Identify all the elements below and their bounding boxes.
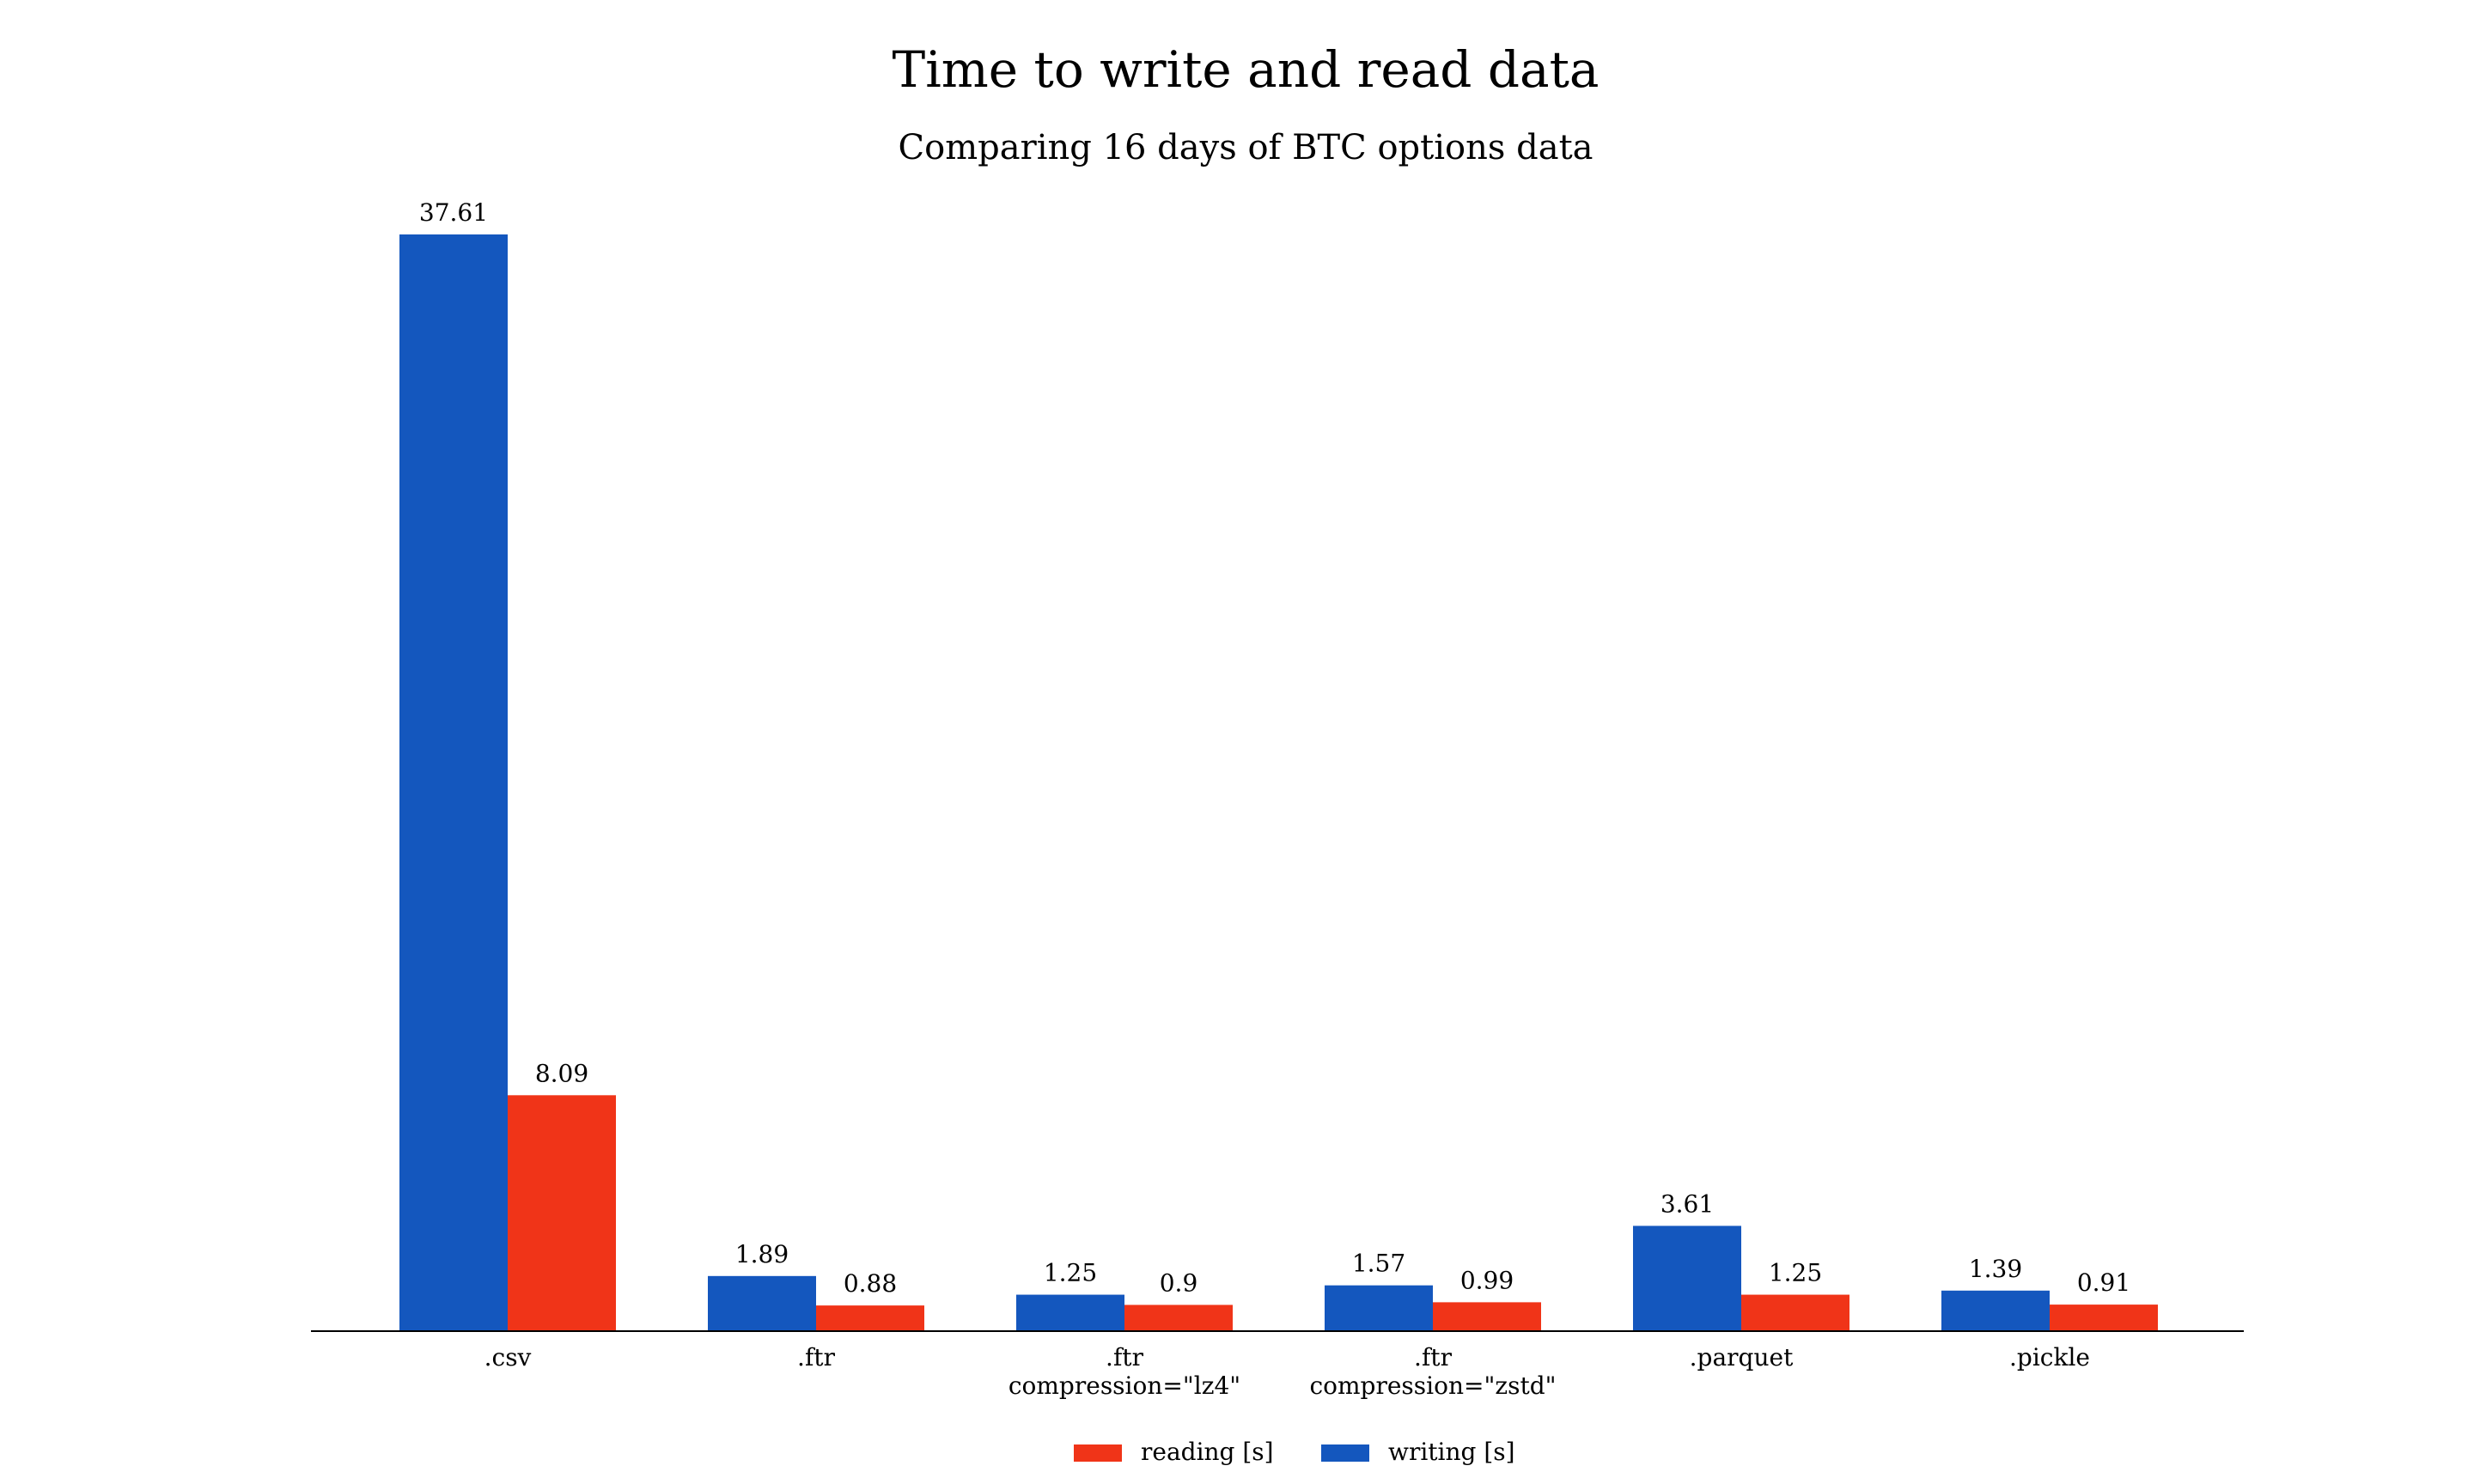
bar-reading-2 <box>1124 1305 1233 1331</box>
data-label-reading-0: 8.09 <box>535 1059 588 1087</box>
legend-label-reading: reading [s] <box>1141 1438 1274 1466</box>
x-tick-label-3-1: compression="zstd" <box>1309 1371 1556 1400</box>
data-label-reading-5: 0.91 <box>2077 1268 2130 1297</box>
chart-subtitle: Comparing 16 days of BTC options data <box>899 128 1593 167</box>
value-labels-group: 37.61 8.09 1.89 0.88 1.25 0.9 1.57 0.99 3.61 1.25… <box>419 198 2130 1298</box>
legend-swatch-writing <box>1321 1444 1369 1462</box>
bar-reading-4 <box>1741 1294 1849 1331</box>
legend-label-writing: writing [s] <box>1388 1438 1515 1466</box>
bars-group <box>399 234 2158 1331</box>
x-tick-labels-group: .csv .ftr .ftrcompression="lz4".ftrcompres… <box>484 1343 2090 1400</box>
data-label-reading-3: 0.99 <box>1460 1266 1514 1294</box>
data-label-reading-4: 1.25 <box>1769 1259 1822 1287</box>
bar-reading-1 <box>816 1305 924 1331</box>
x-tick-label-3-0: .ftr <box>1414 1343 1453 1371</box>
x-tick-label-5-0: .pickle <box>2009 1343 2090 1371</box>
bar-reading-0 <box>508 1095 616 1331</box>
x-tick-label-2-1: compression="lz4" <box>1008 1371 1240 1400</box>
bar-writing-0 <box>399 234 508 1331</box>
data-label-writing-5: 1.39 <box>1969 1255 2022 1283</box>
data-label-writing-0: 37.61 <box>419 198 488 227</box>
bar-reading-3 <box>1433 1302 1541 1331</box>
data-label-writing-3: 1.57 <box>1352 1250 1405 1278</box>
data-label-reading-2: 0.9 <box>1160 1268 1198 1297</box>
bar-writing-1 <box>708 1275 816 1331</box>
legend-swatch-reading <box>1074 1444 1122 1462</box>
legend: reading [s] writing [s] <box>1074 1438 1515 1466</box>
data-label-reading-1: 0.88 <box>844 1269 897 1298</box>
x-tick-label-2-0: .ftr <box>1106 1343 1144 1371</box>
chart-title: Time to write and read data <box>893 40 1600 99</box>
data-label-writing-2: 1.25 <box>1044 1259 1097 1287</box>
data-label-writing-1: 1.89 <box>735 1240 789 1268</box>
bar-writing-3 <box>1325 1285 1433 1331</box>
x-tick-label-4-0: .parquet <box>1690 1343 1794 1371</box>
bar-writing-2 <box>1016 1294 1124 1331</box>
bar-writing-5 <box>1941 1290 2050 1331</box>
x-tick-label-1-0: .ftr <box>797 1343 836 1371</box>
data-label-writing-4: 3.61 <box>1661 1189 1714 1218</box>
bar-reading-5 <box>2050 1305 2158 1331</box>
x-tick-label-0-0: .csv <box>484 1343 532 1371</box>
bar-writing-4 <box>1633 1226 1741 1331</box>
